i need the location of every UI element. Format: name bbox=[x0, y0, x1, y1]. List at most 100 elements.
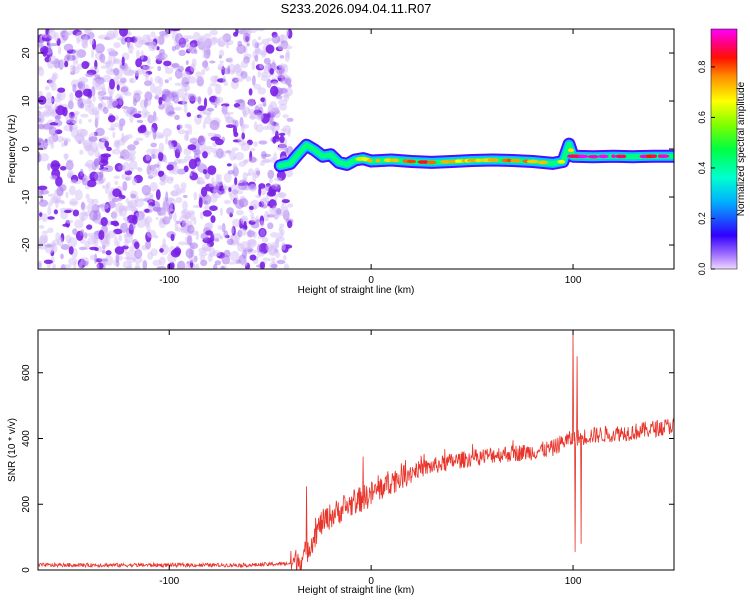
y-tick-label: 0 bbox=[21, 146, 32, 152]
noise-blob bbox=[92, 95, 96, 103]
ridge-peak bbox=[526, 159, 539, 164]
noise-blob bbox=[255, 219, 261, 223]
noise-blob bbox=[174, 68, 183, 79]
ridge-peak bbox=[474, 158, 483, 163]
y-tick-label: -20 bbox=[21, 237, 32, 252]
noise-blob bbox=[162, 127, 172, 137]
noise-blob bbox=[38, 123, 45, 130]
noise-blob bbox=[130, 193, 136, 199]
noise-blob bbox=[120, 208, 127, 217]
noise-blob bbox=[144, 131, 150, 138]
noise-blob bbox=[83, 260, 89, 267]
noise-blob bbox=[189, 137, 199, 144]
noise-blob bbox=[52, 263, 57, 269]
noise-blob bbox=[199, 110, 208, 115]
noise-blob bbox=[52, 195, 62, 204]
noise-blob bbox=[158, 96, 163, 106]
noise-blob bbox=[150, 31, 156, 38]
ridge-peak bbox=[537, 160, 548, 165]
noise-blob bbox=[202, 121, 206, 130]
noise-blob bbox=[65, 113, 72, 124]
noise-blob bbox=[41, 213, 48, 223]
noise-blob bbox=[202, 169, 208, 175]
noise-blob bbox=[121, 56, 125, 66]
noise-blob bbox=[283, 91, 290, 102]
noise-blob bbox=[223, 230, 229, 239]
noise-blob bbox=[278, 227, 283, 233]
noise-blob bbox=[215, 138, 224, 146]
noise-blob bbox=[87, 236, 97, 245]
noise-blob bbox=[98, 171, 104, 179]
noise-blob bbox=[129, 114, 134, 124]
noise-blob bbox=[38, 151, 41, 162]
x-tick-label: 0 bbox=[368, 275, 374, 286]
noise-blob bbox=[134, 248, 143, 259]
noise-blob bbox=[63, 43, 74, 52]
noise-blob bbox=[168, 111, 176, 115]
noise-blob bbox=[181, 95, 185, 105]
noise-blob bbox=[95, 127, 105, 137]
noise-blob bbox=[272, 205, 278, 212]
noise-blob bbox=[65, 160, 74, 171]
noise-blob bbox=[258, 140, 268, 145]
noise-blob bbox=[260, 220, 265, 228]
noise-blob bbox=[44, 101, 54, 110]
noise-blob bbox=[216, 148, 224, 159]
noise-blob bbox=[39, 224, 45, 229]
noise-blob bbox=[200, 186, 208, 197]
noise-blob bbox=[98, 103, 102, 111]
noise-blob bbox=[282, 114, 289, 119]
noise-blob bbox=[100, 203, 109, 210]
noise-blob bbox=[209, 120, 220, 131]
noise-blob bbox=[214, 260, 222, 266]
noise-blob bbox=[82, 88, 92, 97]
noise-blob bbox=[228, 57, 234, 64]
noise-blob bbox=[189, 172, 193, 176]
noise-blob bbox=[157, 65, 162, 72]
noise-blob bbox=[129, 245, 135, 251]
x-tick-label: 0 bbox=[368, 576, 374, 587]
noise-blob bbox=[104, 255, 114, 266]
noise-blob bbox=[150, 165, 158, 175]
y-tick-label: -10 bbox=[21, 189, 32, 204]
noise-blob bbox=[101, 83, 106, 92]
noise-blob bbox=[65, 234, 72, 244]
noise-blob bbox=[170, 249, 181, 258]
noise-blobs bbox=[38, 29, 294, 269]
noise-blob bbox=[46, 92, 52, 101]
noise-blob bbox=[174, 44, 180, 50]
noise-blob bbox=[278, 192, 287, 199]
noise-blob bbox=[177, 241, 188, 246]
noise-blob bbox=[259, 261, 266, 269]
noise-blob bbox=[173, 184, 180, 190]
snr-y-ticks: 0 200 400 600 bbox=[21, 364, 674, 573]
noise-blob bbox=[271, 34, 281, 44]
noise-blob bbox=[282, 45, 293, 50]
noise-blob bbox=[109, 98, 119, 107]
noise-blob bbox=[114, 246, 125, 255]
noise-blob bbox=[53, 209, 59, 215]
noise-blob bbox=[86, 96, 92, 108]
noise-blob bbox=[44, 86, 50, 91]
noise-blob bbox=[72, 209, 80, 217]
y-tick-label: 0 bbox=[21, 567, 32, 573]
noise-blob bbox=[207, 165, 217, 175]
noise-blob bbox=[42, 139, 49, 149]
noise-blob bbox=[38, 260, 43, 269]
noise-blob bbox=[260, 97, 265, 103]
noise-blob bbox=[38, 66, 43, 71]
noise-blob bbox=[156, 266, 167, 269]
noise-blob bbox=[121, 173, 127, 180]
noise-blob bbox=[113, 58, 120, 63]
noise-blob bbox=[78, 262, 83, 269]
noise-blob bbox=[213, 263, 218, 269]
noise-blob bbox=[48, 126, 57, 136]
noise-blob bbox=[133, 257, 143, 264]
noise-blob bbox=[113, 142, 120, 148]
noise-blob bbox=[214, 238, 220, 242]
noise-blob bbox=[119, 29, 128, 37]
noise-blob bbox=[174, 82, 183, 87]
noise-blob bbox=[111, 210, 118, 220]
noise-blob bbox=[170, 29, 181, 32]
noise-blob bbox=[274, 195, 278, 202]
